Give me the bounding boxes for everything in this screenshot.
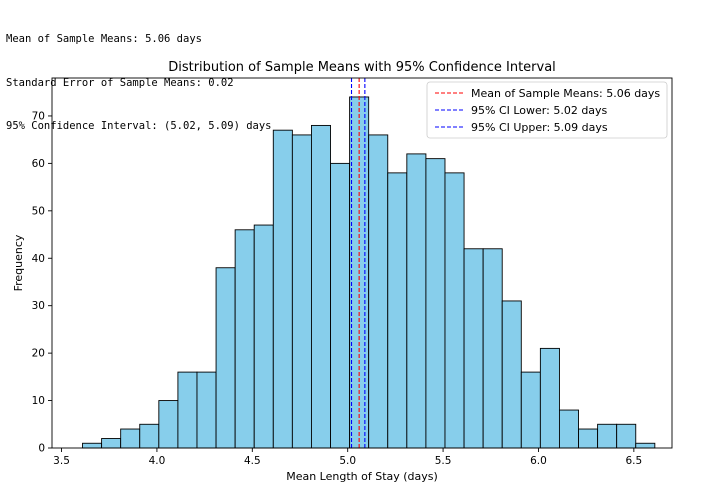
histogram-bar xyxy=(196,371,217,449)
y-axis-label: Frequency xyxy=(12,234,25,291)
plot-frame xyxy=(51,77,673,449)
stdout-output: Mean of Sample Means: 5.06 days Standard… xyxy=(6,3,272,148)
histogram-bar xyxy=(616,423,637,449)
y-axis-ticks: 0 10 20 30 40 50 60 70 xyxy=(32,110,52,455)
x-tick-label: 5.0 xyxy=(339,455,356,467)
output-line-confidence-interval: 95% Confidence Interval: (5.02, 5.09) da… xyxy=(6,120,272,132)
histogram-bar xyxy=(558,409,579,449)
histogram-bar xyxy=(234,229,255,449)
histogram-bar xyxy=(406,153,427,449)
x-axis-ticks: 3.5 4.0 4.5 5.0 5.5 6.0 6.5 xyxy=(53,448,642,467)
histogram-bar xyxy=(463,248,484,449)
histogram-bar xyxy=(253,224,274,449)
chart-title: Distribution of Sample Means with 95% Co… xyxy=(168,60,556,75)
y-tick-label: 50 xyxy=(32,205,45,217)
histogram-bar xyxy=(368,134,389,449)
x-tick-label: 6.5 xyxy=(625,455,642,467)
histogram-bar xyxy=(482,248,503,449)
histogram-bar xyxy=(139,423,160,449)
y-tick-label: 40 xyxy=(32,253,45,265)
legend-entry-label: Mean of Sample Means: 5.06 days xyxy=(471,87,660,100)
histogram-bar xyxy=(291,134,312,449)
x-tick-label: 6.0 xyxy=(530,455,547,467)
histogram-bars xyxy=(82,96,656,449)
histogram-bar xyxy=(425,158,446,449)
histogram-bar xyxy=(272,129,293,449)
y-tick-label: 70 xyxy=(32,110,45,122)
histogram-bar xyxy=(520,371,541,449)
histogram-bar xyxy=(539,347,560,449)
y-tick-label: 30 xyxy=(32,300,45,312)
reference-lines xyxy=(350,78,366,448)
histogram-bar xyxy=(444,172,465,449)
x-tick-label: 5.5 xyxy=(435,455,452,467)
x-tick-label: 4.5 xyxy=(244,455,261,467)
histogram-bar xyxy=(101,438,122,449)
histogram-bar xyxy=(120,428,141,449)
legend-box xyxy=(426,81,668,139)
histogram-bar xyxy=(177,371,198,449)
x-tick-label: 4.0 xyxy=(149,455,166,467)
legend-entry-label: 95% CI Lower: 5.02 days xyxy=(471,104,608,117)
x-tick-label: 3.5 xyxy=(53,455,70,467)
y-tick-label: 20 xyxy=(32,348,45,360)
output-line-mean: Mean of Sample Means: 5.06 days xyxy=(6,33,202,45)
histogram-bar xyxy=(310,124,331,449)
histogram-bar xyxy=(215,267,236,449)
y-tick-label: 10 xyxy=(32,395,45,407)
histogram-bar xyxy=(387,172,408,449)
histogram-bar xyxy=(501,300,522,449)
histogram-bar xyxy=(158,400,179,449)
histogram-bar xyxy=(578,428,599,449)
histogram-bar xyxy=(330,162,351,449)
y-tick-label: 0 xyxy=(38,443,45,455)
output-line-std-error: Standard Error of Sample Means: 0.02 xyxy=(6,76,234,89)
legend-entry-label: 95% CI Upper: 5.09 days xyxy=(471,121,608,134)
histogram-bar xyxy=(635,442,656,449)
histogram-bar xyxy=(597,423,618,449)
y-tick-label: 60 xyxy=(32,158,45,170)
x-axis-label: Mean Length of Stay (days) xyxy=(286,470,438,483)
legend: Mean of Sample Means: 5.06 days 95% CI Lo… xyxy=(426,81,668,139)
histogram-bar xyxy=(82,442,103,449)
